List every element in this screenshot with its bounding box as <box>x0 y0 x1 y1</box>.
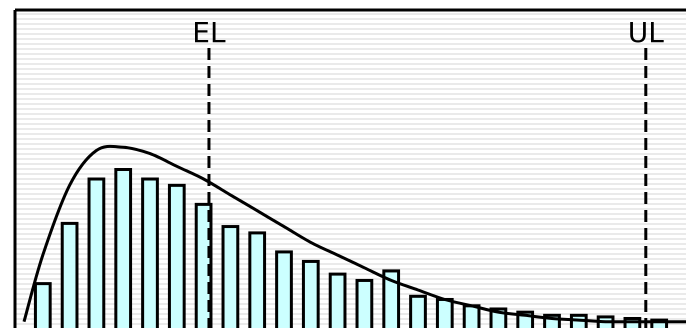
bar <box>462 304 481 328</box>
bar <box>355 278 374 328</box>
bar <box>248 231 267 328</box>
marker-label-ul: UL <box>628 16 664 49</box>
bar <box>114 168 133 328</box>
bar <box>409 294 427 328</box>
bar <box>141 177 159 328</box>
bar <box>167 183 186 328</box>
bar <box>194 202 213 328</box>
bar <box>60 221 79 328</box>
bar <box>435 297 454 328</box>
density-curve <box>22 144 686 324</box>
density-curve-layer <box>22 144 686 324</box>
marker-label-el: EL <box>192 16 226 49</box>
bar <box>33 282 52 328</box>
bar <box>301 259 320 328</box>
plot-frame <box>13 8 686 328</box>
markers: EL UL <box>192 16 664 328</box>
bar <box>87 177 106 328</box>
bar <box>328 272 347 328</box>
bar <box>221 225 240 328</box>
bar <box>623 316 642 328</box>
bar <box>650 318 669 328</box>
bar <box>275 250 293 328</box>
bar <box>382 269 401 328</box>
